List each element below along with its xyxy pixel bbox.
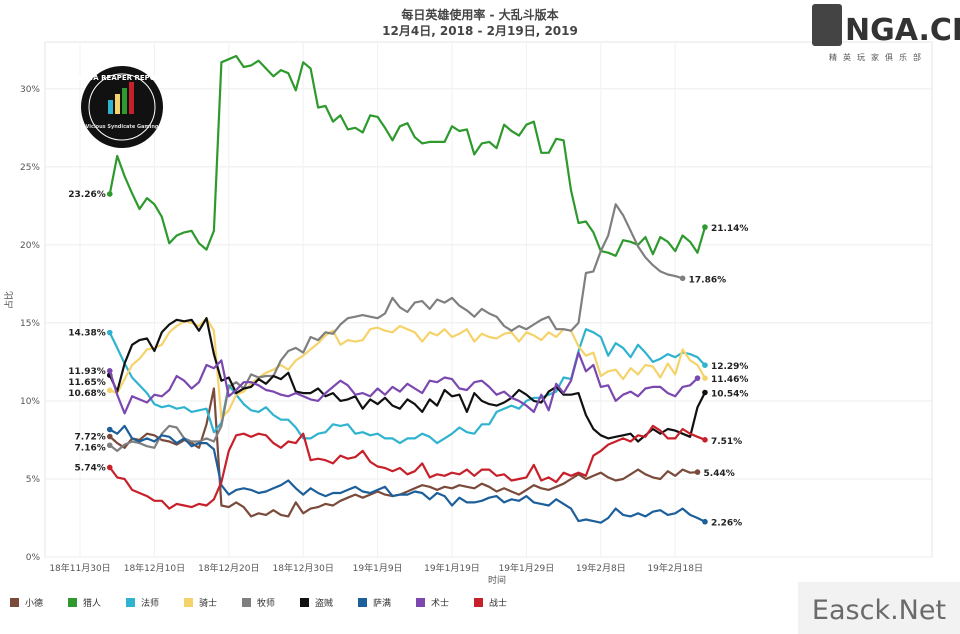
- x-tick-label: 19年1月19日: [424, 562, 480, 574]
- series-line: [108, 328, 706, 445]
- y-tick-label: 25%: [20, 163, 40, 173]
- data-label: 7.51%: [711, 437, 742, 447]
- x-axis: 18年11月30日 18年12月10日 18年12月20日 18年12月30日 19年1…: [49, 562, 703, 574]
- plot-area: [44, 41, 933, 558]
- series-end-point: [694, 375, 701, 381]
- series-end-point: [694, 469, 701, 475]
- x-tick-label: 19年1月9日: [353, 562, 403, 574]
- x-tick-label: 18年11月30日: [49, 562, 110, 574]
- series-lines: [106, 54, 708, 525]
- legend-swatch: [126, 598, 135, 607]
- x-tick-label: 19年2月8日: [576, 562, 626, 574]
- y-tick-label: 30%: [20, 85, 40, 95]
- legend-label: 法师: [141, 597, 159, 609]
- data-label: 12.29%: [711, 362, 749, 372]
- legend-swatch: [242, 598, 251, 607]
- y-tick-label: 10%: [20, 397, 40, 407]
- data-label: 14.38%: [68, 329, 106, 339]
- series-line: [109, 387, 698, 518]
- data-labels: 23.26% 14.38% 11.93%11.65%10.68% 7.72%7.16%…: [68, 190, 748, 529]
- data-label: 7.16%: [75, 444, 106, 454]
- y-tick-label: 20%: [20, 241, 40, 251]
- series-end-point: [702, 389, 708, 396]
- series-end-point: [702, 518, 708, 525]
- nga-logo-subtitle: 精英玩家俱乐部: [829, 52, 927, 62]
- series-line: [109, 424, 706, 524]
- data-label: 17.86%: [689, 275, 727, 285]
- nga-logo: NGA.CN 精英玩家俱乐部: [812, 4, 960, 62]
- badge-title: DATA REAPER REPORT: [78, 74, 165, 82]
- data-label: 10.54%: [711, 390, 749, 400]
- legend-label: 猎人: [83, 597, 101, 609]
- nga-logo-text: NGA.CN: [845, 13, 960, 48]
- y-tick-label: 0%: [26, 553, 41, 563]
- legend-label: 盗贼: [315, 597, 333, 609]
- legend: 小德 猎人 法师 骑士 牧师 盗贼 萨满 术士 战士: [10, 597, 507, 609]
- series-line: [108, 54, 707, 257]
- series-end-point: [702, 362, 708, 369]
- series-line: [109, 203, 683, 452]
- series-line: [108, 317, 706, 443]
- data-label: 21.14%: [711, 224, 749, 234]
- legend-swatch: [416, 598, 425, 607]
- x-tick-label: 18年12月20日: [198, 562, 259, 574]
- grid: [45, 42, 932, 558]
- x-tick-label: 19年1月29日: [499, 562, 555, 574]
- legend-swatch: [10, 598, 19, 607]
- legend-label: 小德: [25, 597, 43, 609]
- series-start-point: [106, 191, 113, 197]
- legend-swatch: [358, 598, 367, 607]
- legend-swatch: [68, 598, 77, 607]
- y-tick-label: 5%: [26, 475, 41, 485]
- x-tick-label: 18年12月30日: [273, 562, 334, 574]
- data-label: 2.26%: [711, 519, 742, 529]
- x-axis-label: 时间: [488, 574, 506, 586]
- legend-label: 牧师: [257, 597, 275, 609]
- badge-subtitle: Vicious Syndicate Gaming: [86, 124, 159, 130]
- series-end-point: [702, 224, 708, 230]
- legend-label: 骑士: [199, 597, 217, 609]
- legend-swatch: [474, 598, 483, 607]
- series-line: [108, 351, 699, 415]
- series-start-point: [106, 368, 113, 374]
- chart-subtitle: 12月4日, 2018 - 2月19日, 2019: [382, 24, 578, 38]
- data-label: 23.26%: [68, 190, 106, 200]
- data-label: 5.74%: [75, 463, 106, 473]
- data-label: 5.44%: [704, 469, 735, 479]
- data-label: 11.46%: [711, 375, 749, 385]
- legend-swatch: [184, 598, 193, 607]
- series-start-point: [106, 433, 113, 440]
- legend-swatch: [300, 598, 309, 607]
- series-line: [109, 317, 706, 420]
- legend-label: 萨满: [373, 598, 391, 609]
- series-start-point: [106, 329, 113, 336]
- series-start-point: [106, 387, 113, 394]
- legend-label: 术士: [431, 597, 449, 609]
- y-axis-label: 占比: [3, 291, 15, 309]
- data-label: 10.68%: [68, 389, 106, 399]
- y-tick-label: 15%: [20, 319, 40, 329]
- data-reaper-badge: DATA REAPER REPORT Vicious Syndicate Gam…: [78, 66, 166, 148]
- series-start-point: [106, 464, 113, 471]
- easck-watermark: Easck.Net: [798, 582, 960, 634]
- data-label: 11.65%: [68, 378, 106, 388]
- series-start-point: [106, 426, 113, 433]
- data-label: 7.72%: [75, 433, 106, 443]
- bear-icon: [812, 4, 842, 46]
- series-start-point: [106, 442, 113, 449]
- easck-text: Easck.Net: [812, 595, 946, 626]
- y-axis: 0% 5% 10% 15% 20% 25% 30%: [20, 85, 40, 563]
- x-tick-label: 18年12月10日: [124, 562, 185, 574]
- chart-title: 每日英雄使用率 - 大乱斗版本: [401, 7, 558, 22]
- series-end-point: [702, 436, 708, 443]
- series-end-point: [679, 275, 686, 282]
- x-tick-label: 19年2月18日: [647, 562, 703, 574]
- series-end-point: [702, 375, 708, 381]
- series-line: [108, 424, 706, 510]
- data-label: 11.93%: [68, 367, 106, 377]
- legend-label: 战士: [489, 597, 507, 609]
